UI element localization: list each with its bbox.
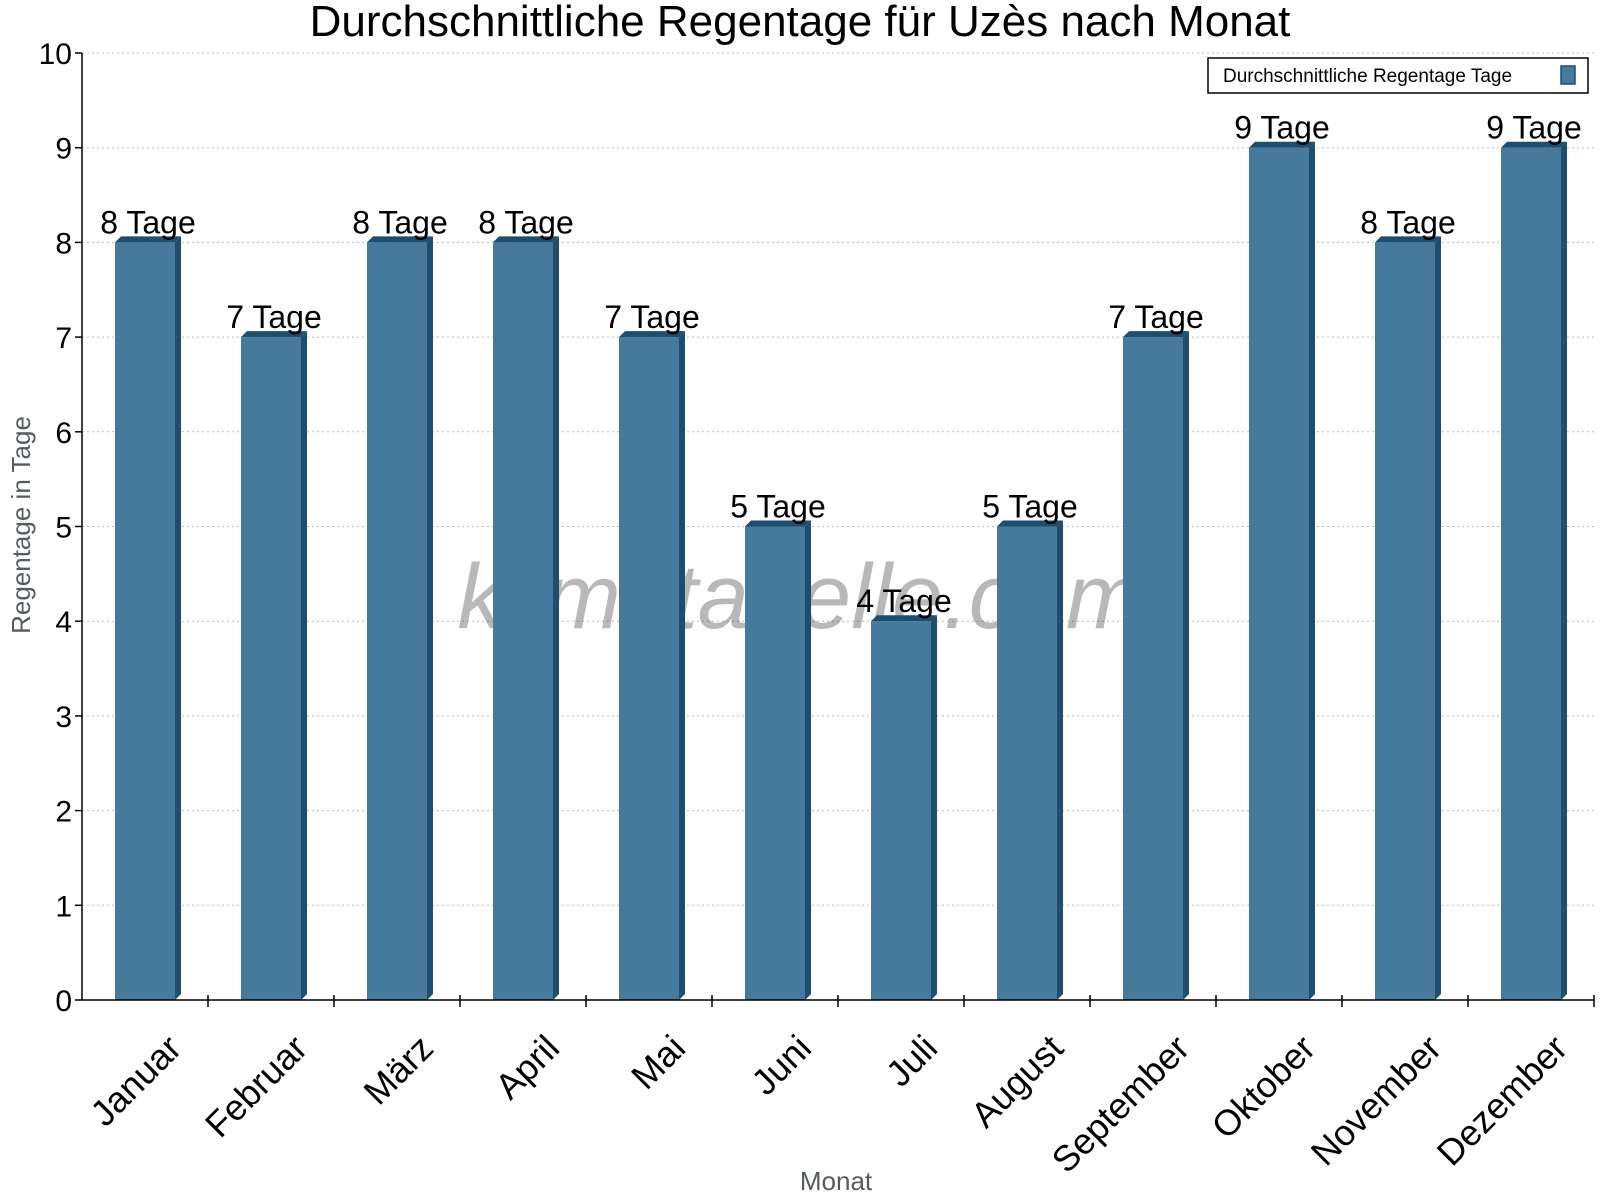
bar xyxy=(1501,141,1567,1000)
bar-top xyxy=(115,236,181,243)
bar-top xyxy=(871,615,937,622)
y-tick-labels: 0 1 2 3 4 5 6 7 8 9 10 xyxy=(39,38,72,1018)
bar xyxy=(1123,331,1189,1001)
bar-front xyxy=(367,242,427,1000)
x-tick-label: April xyxy=(487,1027,567,1107)
bar-front xyxy=(1501,147,1561,1000)
bar xyxy=(241,331,307,1001)
bar-side xyxy=(427,236,433,1000)
y-tick-label: 2 xyxy=(55,796,72,829)
bar-front xyxy=(619,337,679,1001)
bar-top xyxy=(241,331,307,338)
bar-side xyxy=(1561,141,1567,1000)
y-tick-label: 0 xyxy=(55,985,72,1018)
bar-front xyxy=(493,242,553,1000)
y-tick-label: 8 xyxy=(55,227,72,260)
bar xyxy=(1249,141,1315,1000)
x-tick-label: August xyxy=(963,1027,1071,1135)
bar-front xyxy=(115,242,175,1000)
x-tick-label: Juni xyxy=(743,1027,819,1103)
data-label: 8 Tage xyxy=(1360,204,1456,240)
y-tick-label: 9 xyxy=(55,133,72,166)
y-tick-label: 6 xyxy=(55,417,72,450)
y-axis-title: Regentage in Tage xyxy=(6,416,36,634)
x-tick-label: Mai xyxy=(623,1027,693,1097)
x-tick-label: November xyxy=(1303,1027,1449,1173)
gridlines xyxy=(82,52,1594,906)
data-label: 8 Tage xyxy=(352,204,448,240)
data-label: 4 Tage xyxy=(856,583,952,619)
bar-front xyxy=(1375,242,1435,1000)
chart-title: Durchschnittliche Regentage für Uzès nac… xyxy=(310,0,1291,46)
data-label: 9 Tage xyxy=(1486,110,1582,146)
x-tick-label: Juli xyxy=(878,1027,945,1094)
y-tick-label: 3 xyxy=(55,701,72,734)
y-tick-label: 4 xyxy=(55,606,72,639)
data-label: 8 Tage xyxy=(478,204,574,240)
data-label: 5 Tage xyxy=(730,489,826,525)
legend-box xyxy=(1207,57,1589,94)
bar-side xyxy=(805,520,811,1000)
data-label: 7 Tage xyxy=(226,299,322,335)
data-label: 9 Tage xyxy=(1234,110,1330,146)
x-tick-labels: Januar Februar März April Mai Juni Juli AugustS… xyxy=(82,1027,1575,1181)
y-tick-label: 1 xyxy=(55,890,72,923)
bar-side xyxy=(1309,141,1315,1000)
bars xyxy=(115,141,1567,1001)
x-tick-label: Februar xyxy=(197,1027,315,1145)
legend: Durchschnittliche Regentage Tage xyxy=(1207,57,1589,94)
bar xyxy=(619,331,685,1001)
bar xyxy=(745,520,811,1000)
bar-side xyxy=(301,331,307,1001)
bar xyxy=(1375,236,1441,1000)
bar xyxy=(997,520,1063,1000)
x-axis-title: Monat xyxy=(800,1166,873,1196)
data-label: 8 Tage xyxy=(100,204,196,240)
x-tick-label: September xyxy=(1044,1027,1198,1181)
legend-label: Durchschnittliche Regentage Tage xyxy=(1223,66,1512,87)
data-label: 5 Tage xyxy=(982,489,1078,525)
bar-top xyxy=(1123,331,1189,338)
bar-side xyxy=(1435,236,1441,1000)
y-tick-label: 10 xyxy=(39,38,72,71)
bar-front xyxy=(241,337,301,1001)
bar xyxy=(367,236,433,1000)
bar-front xyxy=(871,621,931,1000)
bar-side xyxy=(679,331,685,1001)
bar-top xyxy=(367,236,433,243)
bar xyxy=(493,236,559,1000)
x-tick-label: Januar xyxy=(82,1027,189,1134)
bar-top xyxy=(1501,141,1567,148)
bar-top xyxy=(619,331,685,338)
x-tick-label: Oktober xyxy=(1203,1027,1323,1147)
x-tick-label: März xyxy=(355,1027,441,1113)
x-tick-label: Dezember xyxy=(1429,1027,1575,1173)
axes xyxy=(75,52,1595,1007)
bar-front xyxy=(1249,147,1309,1000)
y-tick-label: 7 xyxy=(55,322,72,355)
bar-side xyxy=(175,236,181,1000)
bar-top xyxy=(745,520,811,527)
bar-top xyxy=(493,236,559,243)
bar-top xyxy=(997,520,1063,527)
bar-side xyxy=(931,615,937,1000)
data-label: 7 Tage xyxy=(1108,299,1204,335)
bar-front xyxy=(1123,337,1183,1001)
bar-top xyxy=(1249,141,1315,148)
bar-top xyxy=(1375,236,1441,243)
y-tick-label: 5 xyxy=(55,512,72,545)
legend-swatch xyxy=(1560,65,1576,85)
bar xyxy=(871,615,937,1000)
bar-front xyxy=(745,526,805,1000)
bar xyxy=(115,236,181,1000)
bar-side xyxy=(1057,520,1063,1000)
data-label: 7 Tage xyxy=(604,299,700,335)
bar-side xyxy=(553,236,559,1000)
bar-side xyxy=(1183,331,1189,1001)
bar-front xyxy=(997,526,1057,1000)
data-labels: 8 Tage 7 Tage 8 Tage 8 Tage 7 Tage 5 Tage 4 Ta… xyxy=(100,110,1582,620)
